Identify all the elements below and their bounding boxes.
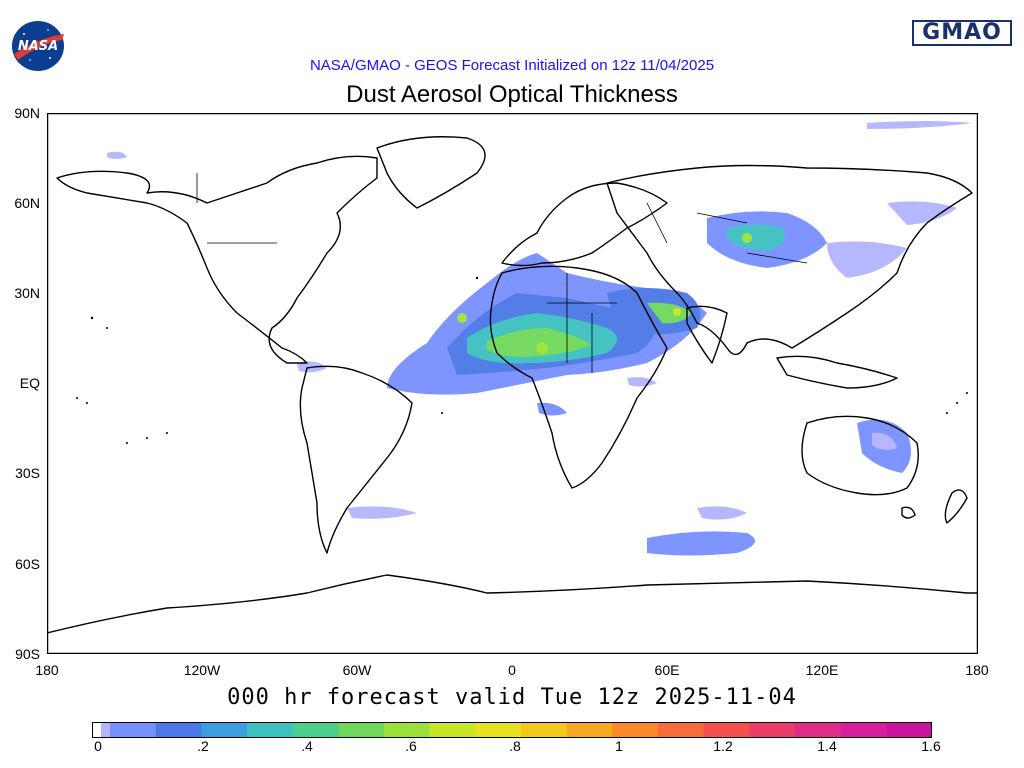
europe-outline xyxy=(501,182,668,267)
colorbar-cell xyxy=(749,722,796,738)
colorbar-cell xyxy=(429,722,476,738)
lat-label-30n: 30N xyxy=(14,285,40,301)
lat-label-90n: 90N xyxy=(14,105,40,121)
colorbar-cell xyxy=(795,722,842,738)
forecast-subtitle: NASA/GMAO - GEOS Forecast Initialized on… xyxy=(309,57,715,74)
nasa-logo: NASA xyxy=(12,21,64,71)
colorbar-cell xyxy=(155,722,202,738)
africa-outline xyxy=(489,265,668,489)
lon-label-120w: 120W xyxy=(183,662,221,678)
islands xyxy=(76,276,968,444)
colorbar-label-0: 0 xyxy=(94,738,102,754)
colorbar-cell xyxy=(566,722,613,738)
colorbar-cell xyxy=(886,722,932,738)
lon-label-60w: 60W xyxy=(342,662,372,678)
colorbar-label-0-6: .6 xyxy=(405,738,417,754)
colorbar-label-0-2: .2 xyxy=(197,738,209,754)
gmao-logo: GMAO xyxy=(912,20,1012,46)
colorbar-cell xyxy=(338,722,385,738)
colorbar-cell xyxy=(840,722,887,738)
lat-label-eq: EQ xyxy=(19,375,40,391)
antarctica-outline xyxy=(47,574,978,634)
colorbar-label-0-8: .8 xyxy=(509,738,521,754)
south-america-outline xyxy=(299,365,413,554)
colorbar-cell xyxy=(292,722,339,738)
lon-label-120e: 120E xyxy=(805,662,839,678)
lat-label-60n: 60N xyxy=(14,195,40,211)
dust-shading xyxy=(107,121,972,556)
colorbar-cell xyxy=(92,722,102,738)
colorbar-cell xyxy=(475,722,522,738)
lat-label-90s: 90S xyxy=(15,646,40,662)
india-outline xyxy=(686,305,728,364)
colorbar-cell xyxy=(110,722,157,738)
colorbar xyxy=(92,722,932,738)
colorbar-cell xyxy=(201,722,248,738)
asia-outline xyxy=(606,164,973,356)
colorbar-label-1-2: 1.2 xyxy=(713,738,733,754)
colorbar-cell xyxy=(384,722,431,738)
colorbar-cell xyxy=(247,722,294,738)
greenland-outline xyxy=(376,136,486,209)
colorbar-cell xyxy=(612,722,659,738)
australia-outline xyxy=(801,415,919,496)
coastlines xyxy=(47,136,978,634)
dust-southern-ocean xyxy=(647,531,755,556)
north-america-outline xyxy=(56,155,378,364)
lon-label-0: 0 xyxy=(508,662,516,678)
colorbar-cell xyxy=(521,722,568,738)
lat-label-30s: 30S xyxy=(15,465,40,481)
map-title: Dust Aerosol Optical Thickness xyxy=(346,81,678,108)
lon-label-180e: 180 xyxy=(965,662,989,678)
forecast-valid-time: 000 hr forecast valid Tue 12z 2025-11-04 xyxy=(227,685,797,710)
colorbar-cell xyxy=(658,722,705,738)
colorbar-label-1-6: 1.6 xyxy=(921,738,941,754)
colorbar-cells xyxy=(92,722,932,738)
world-map xyxy=(47,113,978,654)
colorbar-cell xyxy=(703,722,750,738)
lon-label-180w: 180 xyxy=(35,662,59,678)
colorbar-label-1-4: 1.4 xyxy=(817,738,837,754)
lon-label-60e: 60E xyxy=(654,662,680,678)
nasa-logo-text: NASA xyxy=(18,39,58,54)
colorbar-label-1: 1 xyxy=(615,738,623,754)
lat-label-60s: 60S xyxy=(15,556,40,572)
colorbar-cell xyxy=(101,722,111,738)
colorbar-label-0-4: .4 xyxy=(301,738,313,754)
